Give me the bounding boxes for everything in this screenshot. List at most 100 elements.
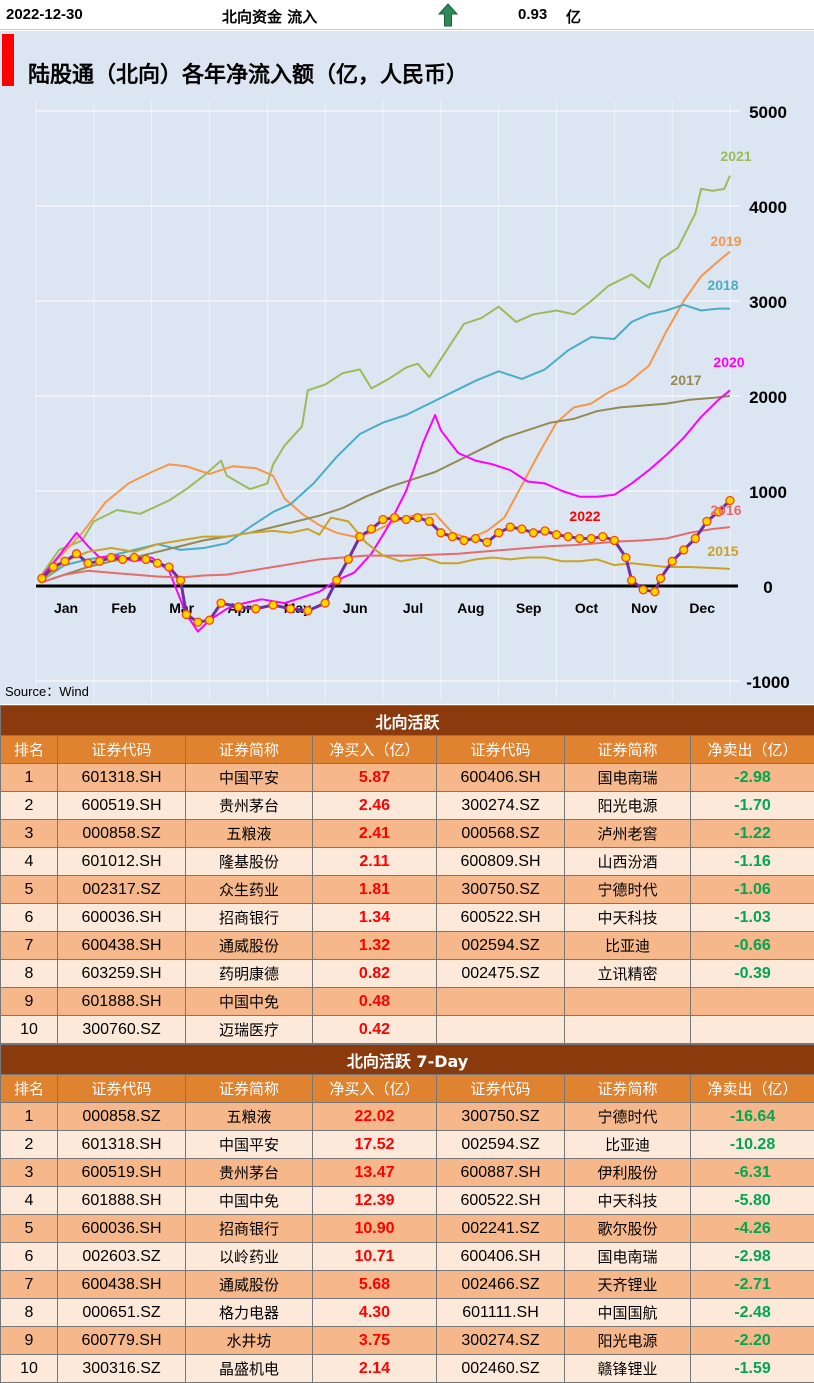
series-label-2015: 2015 (707, 543, 738, 559)
buy-code-cell: 600438.SH (58, 1271, 186, 1299)
y-tick-label: 2000 (749, 388, 787, 407)
sell-name-cell: 立讯精密 (565, 960, 691, 988)
net-sell-cell: -4.26 (691, 1215, 814, 1243)
x-tick-label: Jun (343, 600, 368, 616)
buy-code-cell: 601012.SH (58, 848, 186, 876)
x-tick-label: Jan (54, 600, 78, 616)
sell-code-cell: 002466.SZ (437, 1271, 565, 1299)
net-buy-cell: 1.32 (313, 932, 437, 960)
flow-value: 0.93 (518, 6, 547, 23)
sell-code-cell: 600406.SH (437, 764, 565, 792)
sell-code-cell: 600522.SH (437, 1187, 565, 1215)
data-point-2022 (639, 586, 647, 594)
sell-code-cell: 600809.SH (437, 848, 565, 876)
buy-code-cell: 600519.SH (58, 1159, 186, 1187)
column-header: 排名 (1, 1075, 58, 1103)
buy-code-cell: 601888.SH (58, 988, 186, 1016)
buy-name-cell: 众生药业 (186, 876, 313, 904)
buy-code-cell: 603259.SH (58, 960, 186, 988)
net-sell-cell: -16.64 (691, 1103, 814, 1131)
net-sell-cell: -10.28 (691, 1131, 814, 1159)
data-point-2022 (107, 554, 115, 562)
rank-cell: 4 (1, 848, 58, 876)
data-point-2022 (206, 616, 214, 624)
buy-name-cell: 迈瑞医疗 (186, 1016, 313, 1044)
data-point-2022 (622, 554, 630, 562)
data-point-2022 (425, 517, 433, 525)
rank-cell: 9 (1, 988, 58, 1016)
data-point-2022 (84, 559, 92, 567)
buy-name-cell: 招商银行 (186, 904, 313, 932)
buy-code-cell: 002603.SZ (58, 1243, 186, 1271)
buy-name-cell: 水井坊 (186, 1327, 313, 1355)
series-label-2017: 2017 (670, 372, 701, 388)
flow-unit: 亿 (566, 6, 581, 27)
column-header: 净买入（亿） (313, 736, 437, 764)
data-point-2022 (628, 576, 636, 584)
net-sell-cell: -1.70 (691, 792, 814, 820)
data-point-2022 (194, 618, 202, 626)
sell-name-cell: 国电南瑞 (565, 764, 691, 792)
buy-name-cell: 通威股份 (186, 1271, 313, 1299)
sell-name-cell: 天齐锂业 (565, 1271, 691, 1299)
data-point-2022 (402, 516, 410, 524)
chart-source: Source：Wind (5, 681, 89, 700)
top-status-bar: 2022-12-30 北向资金 流入 0.93 亿 (0, 0, 814, 30)
net-sell-cell: -1.03 (691, 904, 814, 932)
buy-name-cell: 中国中免 (186, 988, 313, 1016)
net-buy-cell: 5.87 (313, 764, 437, 792)
buy-name-cell: 五粮液 (186, 820, 313, 848)
series-line-2021 (42, 176, 730, 575)
buy-name-cell: 中国平安 (186, 764, 313, 792)
sell-code-cell: 300750.SZ (437, 876, 565, 904)
sell-name-cell: 中天科技 (565, 904, 691, 932)
sell-name-cell: 山西汾酒 (565, 848, 691, 876)
data-point-2022 (177, 576, 185, 584)
data-point-2022 (437, 529, 445, 537)
sell-code-cell: 600887.SH (437, 1159, 565, 1187)
data-point-2022 (657, 574, 665, 582)
sell-name-cell: 歌尔股份 (565, 1215, 691, 1243)
data-point-2022 (304, 607, 312, 615)
sell-code-cell: 300274.SZ (437, 1327, 565, 1355)
buy-name-cell: 中国中免 (186, 1187, 313, 1215)
net-buy-cell: 1.81 (313, 876, 437, 904)
column-header: 证券代码 (58, 736, 186, 764)
line-chart: 500040003000200010000-1000JanFebMarAprMa… (0, 31, 814, 704)
sell-name-cell: 泸州老窖 (565, 820, 691, 848)
buy-code-cell: 600036.SH (58, 904, 186, 932)
data-point-2022 (252, 605, 260, 613)
data-point-2022 (234, 603, 242, 611)
x-tick-label: Jul (403, 600, 423, 616)
buy-code-cell: 601888.SH (58, 1187, 186, 1215)
net-sell-cell (691, 988, 814, 1016)
buy-name-cell: 隆基股份 (186, 848, 313, 876)
net-buy-cell: 13.47 (313, 1159, 437, 1187)
sell-code-cell (437, 1016, 565, 1044)
northbound-active-7day-table: 北向活跃 7-Day 排名证券代码证券简称净买入（亿）证券代码证券简称净卖出（亿… (0, 1044, 814, 1383)
data-point-2022 (576, 535, 584, 543)
y-tick-label: 1000 (749, 483, 787, 502)
net-sell-cell: -2.98 (691, 764, 814, 792)
x-tick-label: Oct (575, 600, 599, 616)
series-label-2016: 2016 (710, 502, 741, 518)
sell-code-cell: 601111.SH (437, 1299, 565, 1327)
column-header: 净卖出（亿） (691, 1075, 814, 1103)
net-sell-cell: -1.59 (691, 1355, 814, 1383)
net-buy-cell: 10.71 (313, 1243, 437, 1271)
sell-code-cell: 002460.SZ (437, 1355, 565, 1383)
net-buy-cell: 22.02 (313, 1103, 437, 1131)
buy-code-cell: 000651.SZ (58, 1299, 186, 1327)
buy-name-cell: 五粮液 (186, 1103, 313, 1131)
rank-cell: 7 (1, 1271, 58, 1299)
data-point-2022 (506, 523, 514, 531)
data-point-2022 (483, 538, 491, 546)
up-arrow-icon (438, 3, 458, 27)
